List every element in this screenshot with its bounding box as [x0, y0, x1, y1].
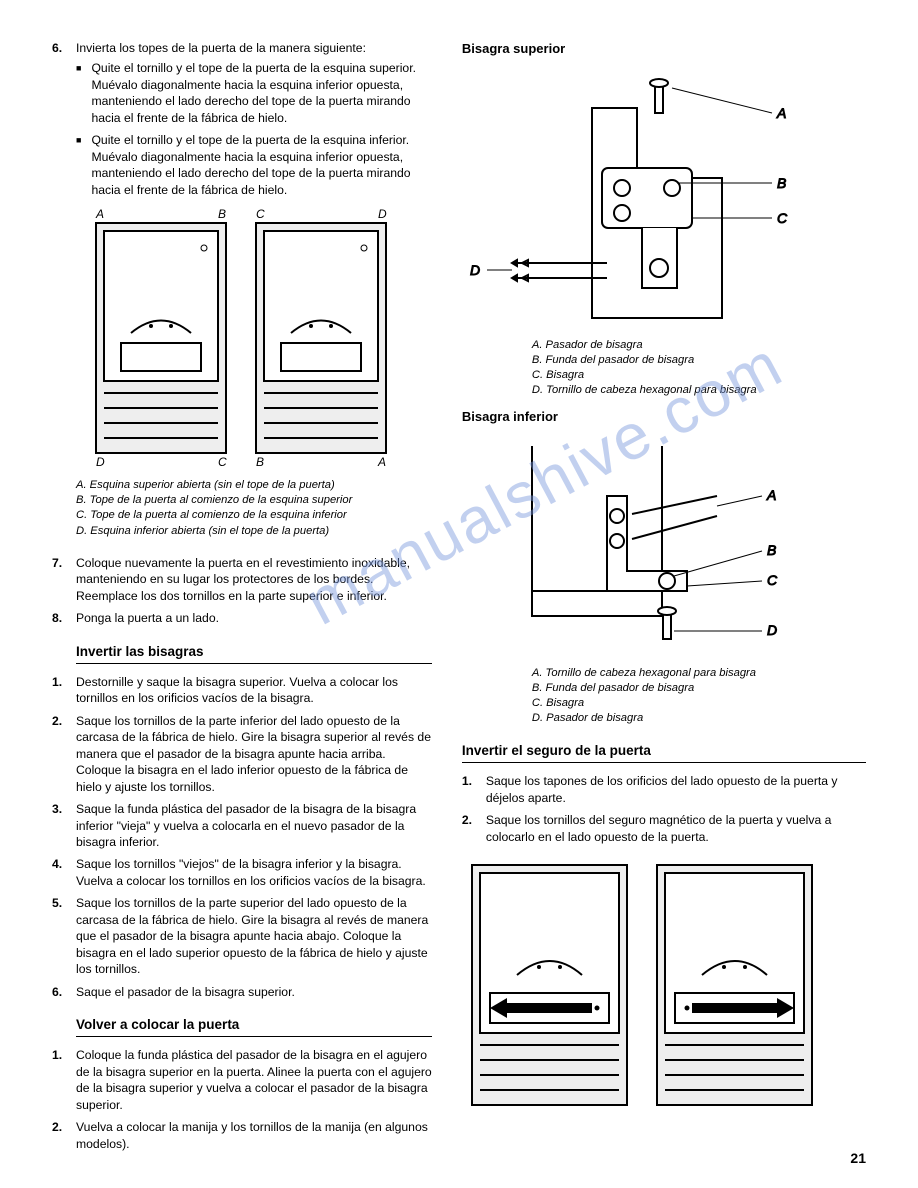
- step-num: 7.: [52, 555, 76, 604]
- bottom-hinge-title: Bisagra inferior: [462, 408, 866, 426]
- step-num: 6.: [52, 40, 76, 549]
- step-text: Coloque nuevamente la puerta en el reves…: [76, 555, 432, 604]
- legend-line: D. Tornillo de cabeza hexagonal para bis…: [532, 383, 866, 398]
- page-number: 21: [850, 1149, 866, 1168]
- svg-text:B: B: [256, 455, 264, 468]
- door-stops-figure: A B D C: [76, 208, 432, 468]
- list-item: 2.Vuelva a colocar la manija y los torni…: [52, 1119, 432, 1152]
- list-item: 2.Saque los tornillos del seguro magnéti…: [462, 812, 866, 845]
- list-item: 2.Saque los tornillos de la parte inferi…: [52, 713, 432, 795]
- door-catch-figure: [462, 855, 866, 1115]
- svg-text:C: C: [256, 208, 265, 221]
- list-item: 5.Saque los tornillos de la parte superi…: [52, 895, 432, 977]
- step-8: 8. Ponga la puerta a un lado.: [52, 610, 432, 626]
- list-item: 1.Destornille y saque la bisagra superio…: [52, 674, 432, 707]
- legend-line: A. Tornillo de cabeza hexagonal para bis…: [532, 666, 866, 681]
- legend-line: A. Pasador de bisagra: [532, 338, 866, 353]
- left-column: 6. Invierta los topes de la puerta de la…: [52, 40, 432, 1158]
- list-item: 1.Coloque la funda plástica del pasador …: [52, 1047, 432, 1113]
- step-6: 6. Invierta los topes de la puerta de la…: [52, 40, 432, 549]
- list-item: 3.Saque la funda plástica del pasador de…: [52, 801, 432, 850]
- step-text: Ponga la puerta a un lado.: [76, 610, 432, 626]
- svg-text:A: A: [377, 455, 386, 468]
- section-invert-catch: Invertir el seguro de la puerta: [462, 742, 866, 763]
- svg-text:D: D: [767, 622, 777, 638]
- right-column: Bisagra superior: [462, 40, 866, 1158]
- legend-line: D. Esquina inferior abierta (sin el tope…: [76, 524, 432, 539]
- svg-text:D: D: [470, 262, 480, 278]
- svg-text:A: A: [776, 105, 786, 121]
- svg-text:C: C: [767, 572, 778, 588]
- svg-text:D: D: [96, 455, 105, 468]
- legend-line: D. Pasador de bisagra: [532, 711, 866, 726]
- top-hinge-title: Bisagra superior: [462, 40, 866, 58]
- legend-line: C. Tope de la puerta al comienzo de la e…: [76, 508, 432, 523]
- top-hinge-figure: A B C D: [462, 68, 866, 328]
- legend-line: C. Bisagra: [532, 696, 866, 711]
- bullet-item: Quite el tornillo y el tope de la puerta…: [76, 132, 432, 198]
- svg-text:D: D: [378, 208, 387, 221]
- bottom-hinge-figure: A B C D: [462, 436, 866, 656]
- section-replace-door: Volver a colocar la puerta: [76, 1016, 432, 1037]
- svg-text:A: A: [766, 487, 776, 503]
- svg-text:C: C: [777, 210, 788, 226]
- step-num: 8.: [52, 610, 76, 626]
- section-invert-hinges: Invertir las bisagras: [76, 643, 432, 664]
- legend-line: B. Funda del pasador de bisagra: [532, 681, 866, 696]
- list-item: 4.Saque los tornillos "viejos" de la bis…: [52, 856, 432, 889]
- step-text: Invierta los topes de la puerta de la ma…: [76, 41, 366, 55]
- svg-text:B: B: [777, 175, 786, 191]
- legend-line: B. Funda del pasador de bisagra: [532, 353, 866, 368]
- svg-text:B: B: [218, 208, 226, 221]
- svg-text:A: A: [95, 208, 104, 221]
- list-item: 6.Saque el pasador de la bisagra superio…: [52, 984, 432, 1000]
- bullet-item: Quite el tornillo y el tope de la puerta…: [76, 60, 432, 126]
- svg-text:B: B: [767, 542, 776, 558]
- legend-line: C. Bisagra: [532, 368, 866, 383]
- legend-line: B. Tope de la puerta al comienzo de la e…: [76, 493, 432, 508]
- svg-text:C: C: [218, 455, 227, 468]
- list-item: 1.Saque los tapones de los orificios del…: [462, 773, 866, 806]
- legend-line: A. Esquina superior abierta (sin el tope…: [76, 478, 432, 493]
- step-7: 7. Coloque nuevamente la puerta en el re…: [52, 555, 432, 604]
